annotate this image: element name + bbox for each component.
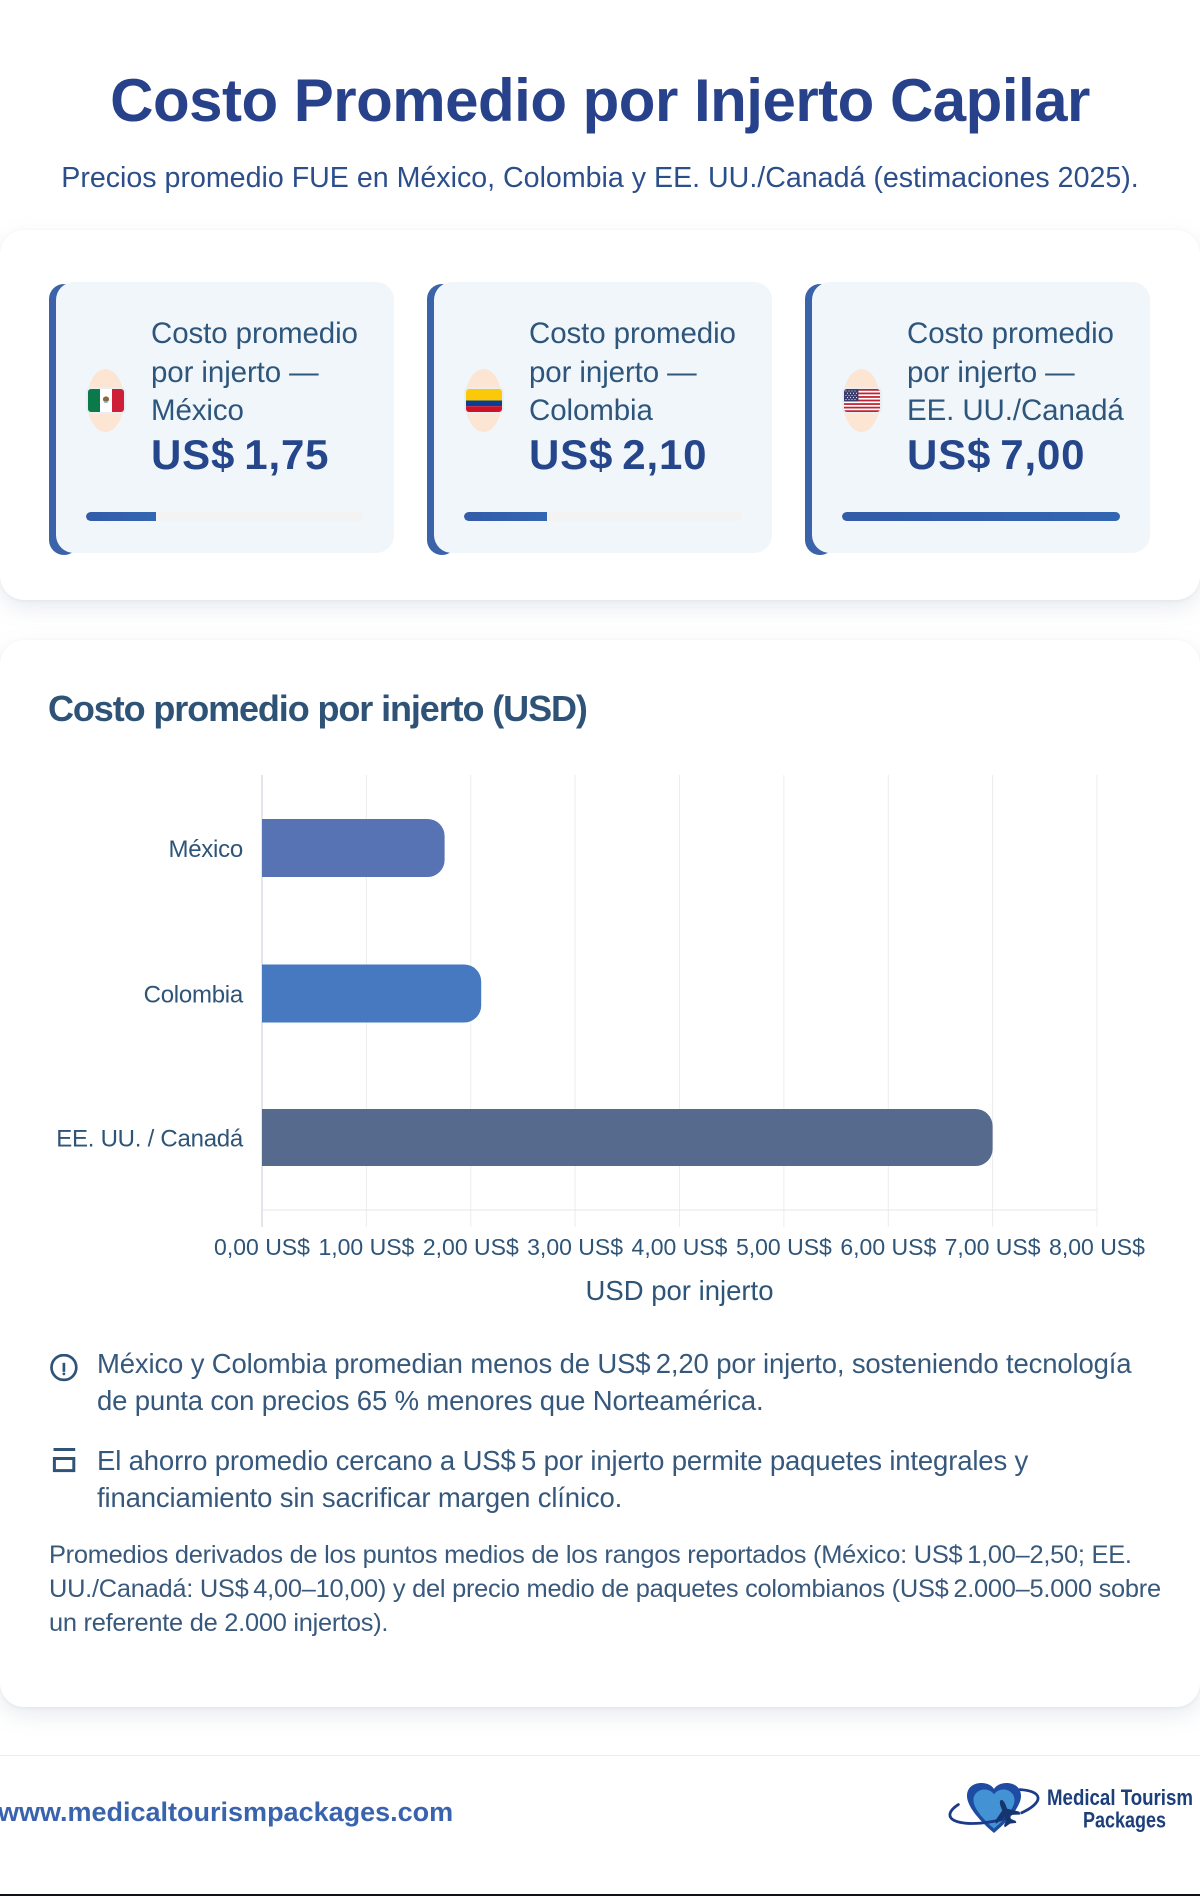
svg-text:0,00 US$: 0,00 US$ [214,1234,310,1260]
svg-text:EE. UU. / Canadá: EE. UU. / Canadá [56,1126,244,1153]
svg-text:7,00 US$: 7,00 US$ [945,1234,1041,1260]
svg-text:8,00 US$: 8,00 US$ [1049,1234,1145,1260]
svg-text:3,00 US$: 3,00 US$ [527,1234,623,1260]
svg-text:Colombia: Colombia [144,982,244,1009]
svg-text:Packages: Packages [1083,1808,1166,1833]
svg-text:USD por injerto: USD por injerto [586,1275,774,1306]
svg-text:Medical Tourism: Medical Tourism [1047,1785,1193,1810]
svg-text:4,00 US$: 4,00 US$ [632,1234,728,1260]
svg-text:6,00 US$: 6,00 US$ [840,1234,936,1260]
svg-text:2,00 US$: 2,00 US$ [423,1234,519,1260]
svg-text:5,00 US$: 5,00 US$ [736,1234,832,1260]
svg-text:México: México [168,836,243,863]
svg-text:1,00 US$: 1,00 US$ [318,1234,414,1260]
